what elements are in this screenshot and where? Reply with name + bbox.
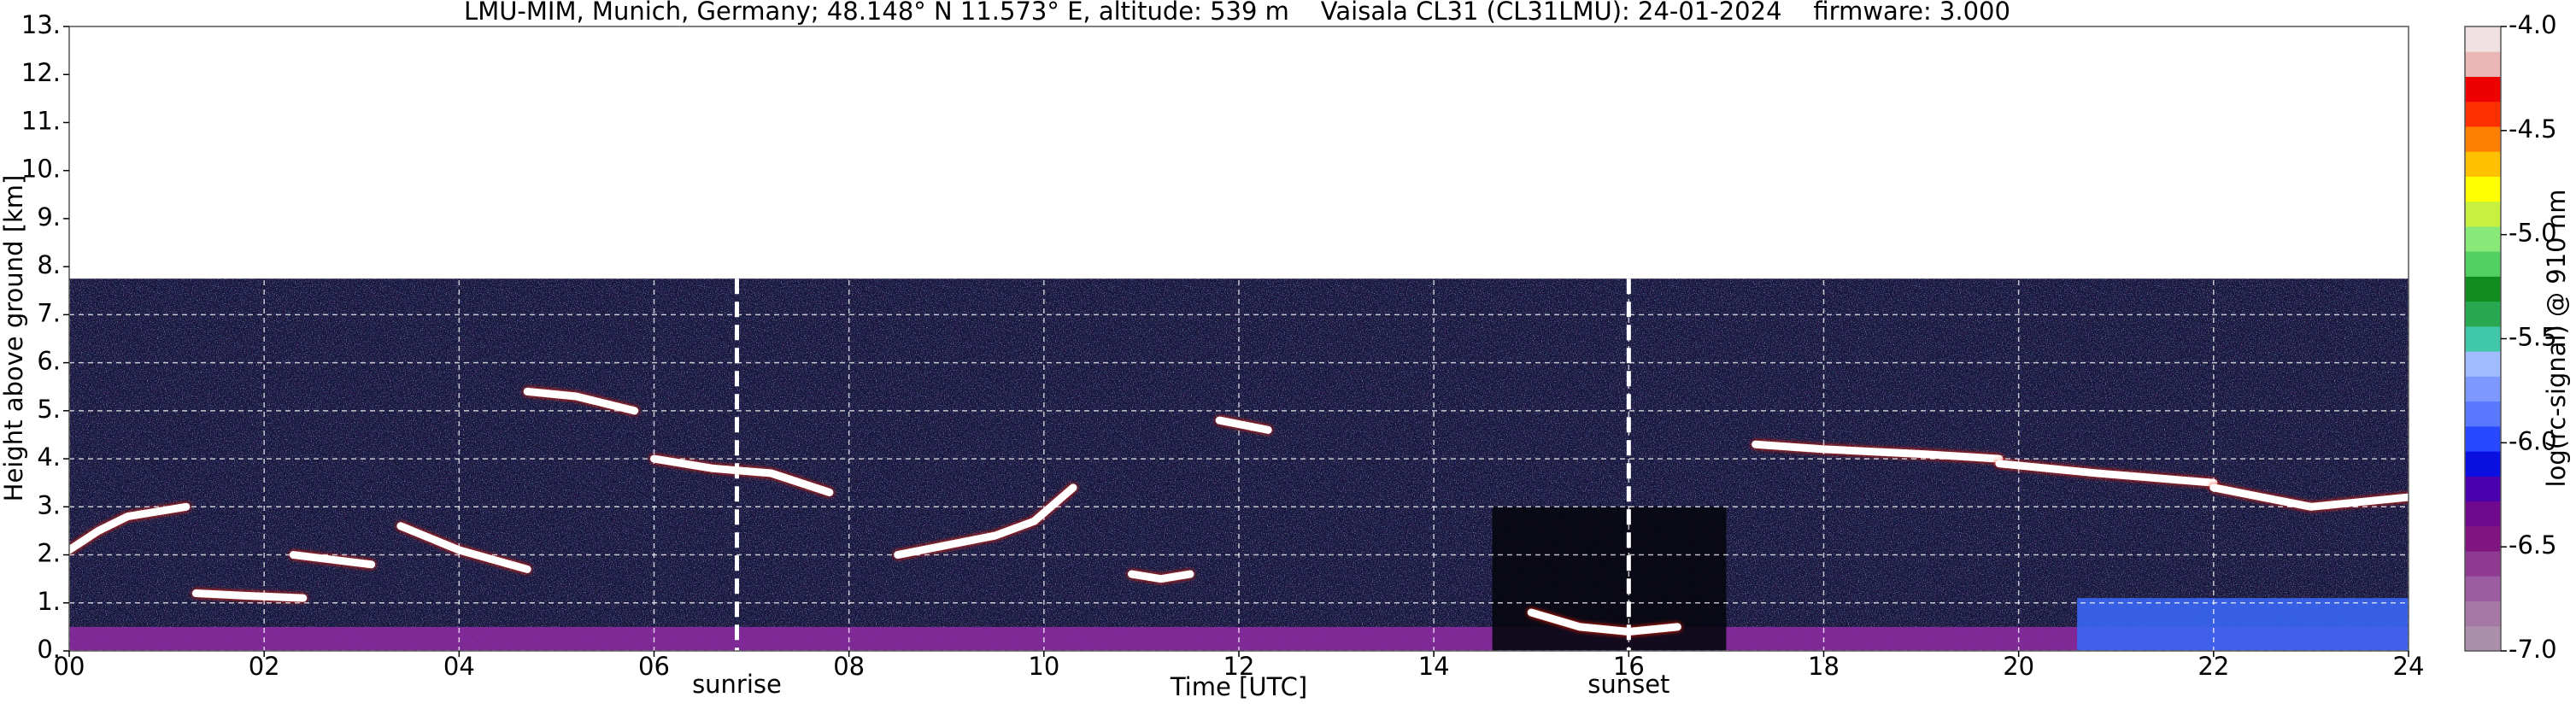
cloud-layer	[1128, 570, 1194, 583]
colorbar-label: log(rc-signal) @ 910 nm	[2542, 190, 2571, 488]
y-axis-label: Height above ground [km]	[0, 175, 28, 502]
annotation-label: sunrise	[692, 670, 782, 699]
y-tick-label: 0.	[37, 635, 61, 664]
colorbar-swatch	[2465, 276, 2501, 302]
colorbar-swatch	[2465, 501, 2501, 527]
plot-area	[69, 26, 2409, 651]
colorbar-swatch	[2465, 476, 2501, 502]
y-tick-label: 1.	[37, 587, 61, 616]
y-tick-label: 13.	[21, 10, 61, 39]
cloud-layer	[650, 454, 834, 496]
colorbar-swatch	[2465, 525, 2501, 552]
cloud-layer	[1215, 416, 1272, 434]
colorbar-tick-label: -7.0	[2509, 635, 2557, 664]
colorbar-tick-label: -4.0	[2509, 10, 2557, 39]
x-tick-label: 14	[1418, 652, 1450, 681]
y-tick-label: 9.	[37, 202, 61, 231]
x-tick-label: 02	[249, 652, 280, 681]
x-tick-label: 22	[2198, 652, 2229, 681]
chart-title: LMU-MIM, Munich, Germany; 48.148° N 11.5…	[464, 0, 2010, 26]
colorbar-tick-label: -5.5	[2509, 323, 2557, 352]
x-tick-label: 08	[833, 652, 865, 681]
colorbar-tick-label: -4.5	[2509, 114, 2557, 144]
colorbar-swatch	[2465, 201, 2501, 227]
cloud-layer	[289, 551, 376, 569]
colorbar-swatch	[2465, 576, 2501, 602]
annotation-label: sunset	[1587, 670, 1669, 699]
colorbar-swatch	[2465, 126, 2501, 152]
colorbar-swatch	[2465, 451, 2501, 477]
colorbar-swatch	[2465, 425, 2501, 452]
y-tick-label: 11.	[21, 106, 61, 135]
y-tick-label: 8.	[37, 250, 61, 279]
colorbar-swatch	[2465, 301, 2501, 327]
colorbar-tick-label: -6.5	[2509, 530, 2557, 560]
y-tick-label: 12.	[21, 58, 61, 87]
x-tick-label: 18	[1808, 652, 1840, 681]
colorbar-swatch	[2465, 401, 2501, 427]
y-tick-label: 6.	[37, 347, 61, 376]
colorbar-tick-label: -5.0	[2509, 219, 2557, 248]
x-tick-label: 12	[1223, 652, 1255, 681]
y-tick-label: 5.	[37, 395, 61, 424]
cloud-layer	[69, 502, 191, 554]
x-tick-label: 06	[638, 652, 670, 681]
x-tick-label: 16	[1613, 652, 1645, 681]
y-tick-label: 2.	[37, 539, 61, 568]
colorbar-swatch	[2465, 601, 2501, 627]
colorbar-swatch	[2465, 176, 2501, 202]
colorbar-swatch	[2465, 26, 2501, 52]
x-axis-label: Time [UTC]	[1170, 672, 1307, 701]
cloud-layer	[1752, 440, 2004, 463]
colorbar-swatch	[2465, 325, 2501, 352]
cloud-layer	[191, 589, 308, 602]
cloud-layer	[523, 387, 639, 415]
cloud-layer	[1527, 608, 1681, 636]
colorbar	[2465, 26, 2501, 652]
colorbar-swatch	[2465, 151, 2501, 177]
signal-band	[2077, 598, 2409, 651]
colorbar-swatch	[2465, 101, 2501, 127]
x-tick-label: 04	[443, 652, 475, 681]
colorbar-swatch	[2465, 551, 2501, 577]
colorbar-swatch	[2465, 351, 2501, 377]
cloud-layer	[1995, 460, 2218, 487]
colorbar-tick-label: -6.0	[2509, 426, 2557, 455]
y-tick-label: 4.	[37, 442, 61, 472]
x-tick-label: 24	[2393, 652, 2425, 681]
cloud-layer	[894, 483, 1077, 560]
y-tick-label: 7.	[37, 298, 61, 327]
colorbar-swatch	[2465, 76, 2501, 103]
colorbar-swatch	[2465, 226, 2501, 252]
x-tick-label: 10	[1028, 652, 1059, 681]
colorbar-swatch	[2465, 251, 2501, 277]
y-tick-label: 10.	[21, 155, 61, 184]
y-tick-label: 3.	[37, 490, 61, 519]
colorbar-swatch	[2465, 625, 2501, 652]
x-tick-label: 20	[2003, 652, 2034, 681]
colorbar-swatch	[2465, 51, 2501, 77]
cloud-layer	[396, 522, 531, 573]
x-tick-label: 00	[54, 652, 85, 681]
colorbar-swatch	[2465, 376, 2501, 402]
